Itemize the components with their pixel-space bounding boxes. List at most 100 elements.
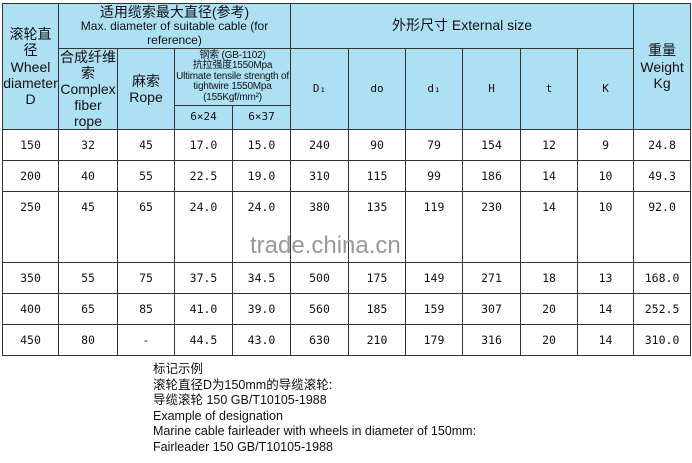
table-cell: 79 (405, 129, 464, 162)
table-cell: 45 (58, 191, 118, 264)
table-cell: 200 (2, 160, 59, 193)
wheel-diameter-header: 滚轮直径 Wheel diameter D (2, 2, 59, 131)
table-cell: 10 (577, 191, 635, 264)
table-cell: 32 (58, 129, 118, 162)
table-cell: 400 (2, 293, 59, 326)
col-D1: D₁ (290, 47, 350, 131)
table-cell: 10 (577, 160, 635, 193)
designation-notes: 标记示例 滚轮直径D为150mm的导缆滚轮: 导缆滚轮 150 GB/T1010… (153, 362, 692, 459)
rope-cn: 麻索 (132, 72, 160, 89)
table-cell: 350 (2, 262, 59, 295)
table-cell: 20 (520, 324, 579, 357)
note-line: Marine cable fairleader with wheels in d… (153, 424, 477, 439)
table-cell: 90 (348, 129, 407, 162)
table-cell: 92.0 (633, 191, 692, 264)
note-line: Fairleader 150 GB/T10105-1988 (153, 439, 333, 454)
table-cell: 14 (520, 160, 579, 193)
wheel-en: Wheel diameter D (3, 58, 58, 107)
steel-cn1: 钢索 (GB-1102) (199, 49, 266, 61)
table-cell: 150 (2, 129, 59, 162)
table-cell: 34.5 (231, 262, 292, 295)
table-cell: 307 (462, 293, 522, 326)
col-6x24: 6×24 (174, 105, 233, 131)
table-cell: 19.0 (231, 160, 292, 193)
table-cell: 17.0 (174, 129, 233, 162)
table-cell: 9 (577, 129, 635, 162)
table-cell: 316 (462, 324, 522, 357)
table-cell: 271 (462, 262, 522, 295)
table-cell: 20 (520, 293, 579, 326)
table-cell: 44.5 (174, 324, 233, 357)
col-t: t (520, 47, 579, 131)
table-cell: 500 (290, 262, 350, 295)
table-cell: 159 (405, 293, 464, 326)
table-cell: 24.0 (231, 191, 292, 264)
table-cell: 40 (58, 160, 118, 193)
table-cell: 55 (117, 160, 175, 193)
table-cell: 39.0 (231, 293, 292, 326)
table-cell: 65 (58, 293, 118, 326)
table-cell: 65 (117, 191, 175, 264)
table-cell: 630 (290, 324, 350, 357)
table-cell: 119 (405, 191, 464, 264)
steel-en: Ultimate tensile strength of tightwire 1… (176, 70, 289, 93)
table-cell: 168.0 (633, 262, 692, 295)
table-row: 150 32 45 17.0 15.0 240 90 79 154 12 9 24.8 (2, 129, 692, 162)
ext-title: 外形尺寸 External size (392, 17, 533, 34)
table-cell: 43.0 (231, 324, 292, 357)
table-cell: 24.8 (633, 129, 692, 162)
note-line: 标记示例 (153, 362, 204, 377)
table-cell: 99 (405, 160, 464, 193)
table-wrapper: 滚轮直径 Wheel diameter D 适用缆索最大直径(参考) Max. di… (2, 2, 692, 357)
table-row: 250 45 65 24.0 24.0 380 135 119 230 14 10 92.0 (2, 191, 692, 264)
cable-header: 适用缆索最大直径(参考) Max. diameter of suitable ca… (57, 3, 292, 49)
col-do: do (348, 47, 407, 131)
table-cell: 24.0 (174, 191, 233, 264)
table-cell: 45 (117, 129, 175, 162)
cable-cn: 适用缆索最大直径(参考) (99, 4, 250, 20)
table-cell: - (117, 324, 175, 357)
table-row: 200 40 55 22.5 19.0 310 115 99 186 14 10 49.3 (2, 160, 692, 193)
col-K: K (577, 47, 635, 131)
steel-unit: (155Kgf/mm²) (203, 91, 262, 103)
table-cell: 135 (348, 191, 407, 264)
table-cell: 41.0 (174, 293, 233, 326)
fiber-en: Complex fiber rope (60, 80, 116, 130)
rope-en: Rope (129, 88, 163, 105)
table-row: 400 65 85 41.0 39.0 560 185 159 307 20 14 252.5 (2, 293, 692, 326)
table-cell: 149 (405, 262, 464, 295)
weight-header: 重量 Weight Kg (633, 2, 692, 131)
table-cell: 22.5 (174, 160, 233, 193)
table-row: 450 80-44.5 43.0 630 210 179 316 20 14 310.0 (2, 324, 692, 357)
table-cell: 210 (348, 324, 407, 357)
col-d1: d₁ (405, 47, 464, 131)
weight-en: Weight Kg (640, 58, 684, 91)
table-cell: 230 (462, 191, 522, 264)
table-cell: 240 (290, 129, 350, 162)
col-6x37: 6×37 (231, 105, 292, 131)
table-cell: 49.3 (633, 160, 692, 193)
table-cell: 75 (117, 262, 175, 295)
table-cell: 15.0 (231, 129, 292, 162)
fiber-cn: 合成纤维索 (60, 48, 116, 81)
table-cell: 115 (348, 160, 407, 193)
table-cell: 37.5 (174, 262, 233, 295)
table-cell: 18 (520, 262, 579, 295)
table-cell: 14 (577, 324, 635, 357)
rope-header: 麻索 Rope (117, 47, 175, 131)
table-cell: 80 (58, 324, 118, 357)
table-cell: 154 (462, 129, 522, 162)
steel-header: 钢索 (GB-1102) 抗拉强度1550Mpa Ultimate tensile … (173, 47, 292, 107)
fairleader-spec-table: 滚轮直径 Wheel diameter D 适用缆索最大直径(参考) Max. di… (2, 2, 692, 357)
table-cell: 186 (462, 160, 522, 193)
watermark: trade.china.cn (250, 231, 401, 259)
table-cell: 250 (2, 191, 59, 264)
table-cell: 185 (348, 293, 407, 326)
table-cell: 310 (290, 160, 350, 193)
table-cell: 14 (577, 293, 635, 326)
note-line: 滚轮直径D为150mm的导缆滚轮: (153, 377, 333, 392)
table-cell: 13 (577, 262, 635, 295)
external-size-header: 外形尺寸 External size (290, 3, 635, 49)
table-cell: 12 (520, 129, 579, 162)
fiber-header: 合成纤维索 Complex fiber rope (58, 47, 118, 131)
